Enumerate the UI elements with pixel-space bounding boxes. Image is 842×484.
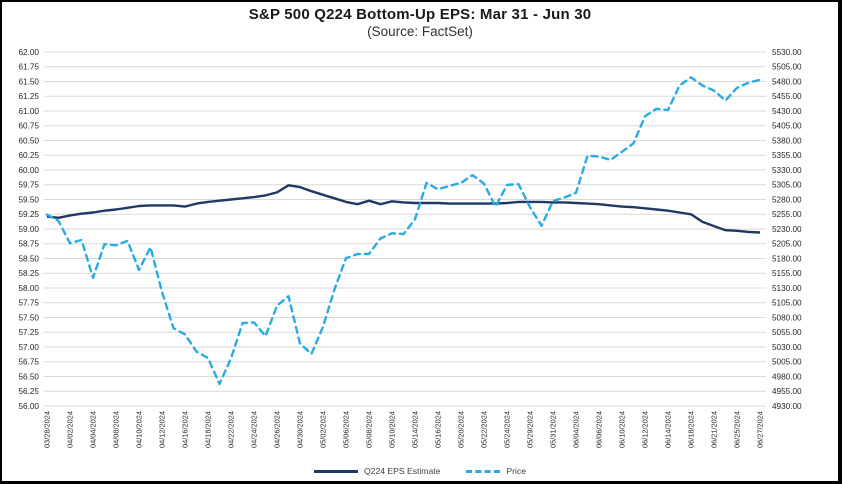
y-axis-label-left: 58.25 (19, 269, 40, 278)
y-axis-label-left: 58.75 (19, 240, 40, 249)
x-axis-label: 06/21/2024 (710, 411, 719, 448)
y-axis-label-right: 5480.00 (772, 77, 802, 86)
x-axis-label: 04/24/2024 (250, 411, 259, 448)
y-axis-label-right: 5455.00 (772, 92, 802, 101)
x-axis-label: 05/16/2024 (434, 411, 443, 448)
x-axis-label: 06/04/2024 (572, 411, 581, 448)
y-axis-label-left: 56.75 (19, 358, 40, 367)
x-axis-label: 05/08/2024 (365, 411, 374, 448)
legend-item-price: Price (466, 466, 526, 476)
x-axis-label: 06/12/2024 (641, 411, 650, 448)
y-axis-label-right: 5080.00 (772, 313, 802, 322)
y-axis-label-left: 56.25 (19, 387, 40, 396)
legend-label-price: Price (506, 466, 527, 476)
y-axis-label-left: 62.00 (19, 48, 40, 57)
y-axis-label-left: 59.50 (19, 195, 40, 204)
y-axis-label-left: 56.50 (19, 372, 40, 381)
plot-area: 62.00 5530.00 61.75 5505.00 61.50 5480.00 61.2… (19, 48, 803, 448)
y-axis-label-right: 5280.00 (772, 195, 802, 204)
y-axis-label-right: 5155.00 (772, 269, 802, 278)
y-axis-label-right: 4980.00 (772, 372, 802, 381)
y-axis-label-left: 61.00 (19, 107, 40, 116)
x-axis-label: 04/12/2024 (158, 411, 167, 448)
chart-subtitle: (Source: FactSet) (367, 24, 473, 39)
x-axis-label: 05/24/2024 (503, 411, 512, 448)
y-axis-label-left: 61.75 (19, 63, 40, 72)
x-axis-label: 04/04/2024 (89, 411, 98, 448)
y-axis-label-left: 61.50 (19, 77, 40, 86)
y-axis-label-right: 5305.00 (772, 181, 802, 190)
y-axis-label-left: 61.25 (19, 92, 40, 101)
x-axis-label: 06/10/2024 (618, 411, 627, 448)
y-axis-label-left: 59.25 (19, 210, 40, 219)
y-axis-label-right: 5380.00 (772, 136, 802, 145)
chart-title: S&P 500 Q224 Bottom-Up EPS: Mar 31 - Jun… (248, 6, 592, 23)
eps-line-swatch-icon (313, 469, 358, 473)
x-axis-label: 04/26/2024 (273, 411, 282, 448)
legend-item-eps: Q224 EPS Estimate (313, 466, 441, 476)
y-axis-label-left: 58.00 (19, 284, 40, 293)
x-axis-label: 05/22/2024 (480, 411, 489, 448)
y-axis-label-right: 4930.00 (772, 402, 802, 411)
x-axis-label: 04/30/2024 (296, 411, 305, 448)
y-axis-label-right: 5030.00 (772, 343, 802, 352)
series-line-eps (46, 184, 761, 234)
x-axis-label: 05/20/2024 (457, 411, 466, 448)
y-axis-label-left: 57.00 (19, 343, 40, 352)
y-axis-label-right: 5230.00 (772, 225, 802, 234)
y-axis-label-right: 5180.00 (772, 254, 802, 263)
x-axis-label: 04/10/2024 (135, 411, 144, 448)
x-axis-label: 06/25/2024 (733, 411, 742, 448)
y-axis-label-right: 5355.00 (772, 151, 802, 160)
y-axis-label-left: 60.50 (19, 136, 40, 145)
y-axis-label-left: 58.50 (19, 254, 40, 263)
chart-legend: Q224 EPS Estimate Price (313, 466, 526, 476)
y-axis-label-right: 5130.00 (772, 284, 802, 293)
x-axis-label: 04/18/2024 (204, 411, 213, 448)
x-axis-label: 06/27/2024 (756, 411, 765, 448)
y-axis-label-right: 5405.00 (772, 122, 802, 131)
x-axis-label: 04/08/2024 (112, 411, 121, 448)
y-axis-label-right: 4955.00 (772, 387, 802, 396)
price-line-swatch-icon (466, 469, 501, 473)
y-axis-label-left: 57.25 (19, 328, 40, 337)
x-axis-label: 06/06/2024 (595, 411, 604, 448)
x-axis-label: 05/31/2024 (549, 411, 558, 448)
x-axis-label: 06/18/2024 (687, 411, 696, 448)
x-axis-label: 05/10/2024 (388, 411, 397, 448)
y-axis-label-left: 57.75 (19, 299, 40, 308)
x-axis-label: 04/02/2024 (66, 411, 75, 448)
y-axis-label-right: 5255.00 (772, 210, 802, 219)
series-line-price (45, 76, 762, 386)
y-axis-label-right: 5005.00 (772, 358, 802, 367)
y-axis-label-left: 60.25 (19, 151, 40, 160)
legend-label-eps: Q224 EPS Estimate (363, 466, 441, 476)
y-axis-label-left: 57.50 (19, 313, 40, 322)
y-axis-label-right: 5505.00 (772, 63, 802, 72)
y-axis-label-right: 5430.00 (772, 107, 802, 116)
y-axis-label-right: 5205.00 (772, 240, 802, 249)
x-axis-label: 05/14/2024 (411, 411, 420, 448)
x-axis-label: 05/06/2024 (342, 411, 351, 448)
x-axis-label: 04/16/2024 (181, 411, 190, 448)
y-axis-label-left: 56.00 (19, 402, 40, 411)
x-axis-label: 03/28/2024 (43, 411, 52, 448)
y-axis-label-right: 5330.00 (772, 166, 802, 175)
y-axis-label-left: 60.75 (19, 122, 40, 131)
x-axis-label: 05/02/2024 (319, 411, 328, 448)
y-axis-label-left: 59.75 (19, 181, 40, 190)
y-axis-label-right: 5055.00 (772, 328, 802, 337)
x-axis-label: 04/22/2024 (227, 411, 236, 448)
y-axis-label-right: 5105.00 (772, 299, 802, 308)
y-axis-label-left: 59.00 (19, 225, 40, 234)
x-axis-label: 06/14/2024 (664, 411, 673, 448)
y-axis-label-left: 60.00 (19, 166, 40, 175)
x-axis-label: 05/29/2024 (526, 411, 535, 448)
y-axis-label-right: 5530.00 (772, 48, 802, 57)
